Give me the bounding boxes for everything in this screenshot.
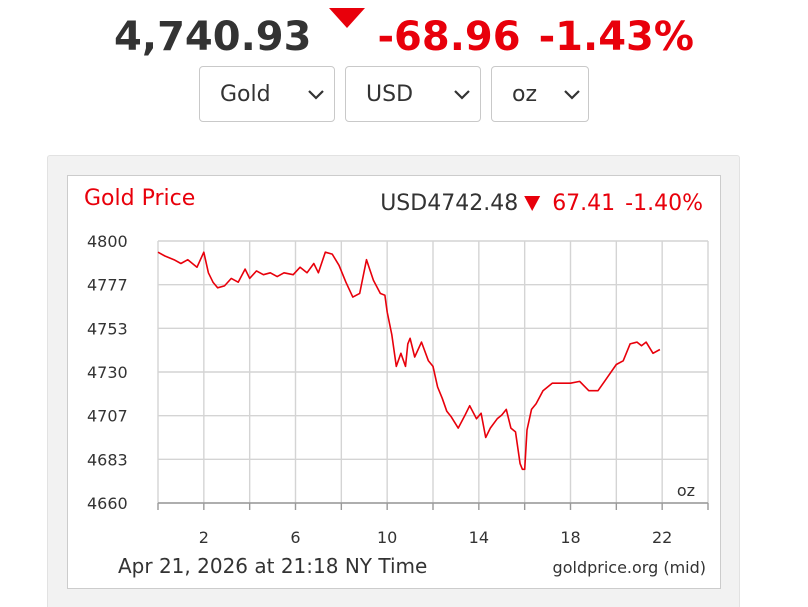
metal-select-value: Gold [220,82,271,107]
chart-change-percent: -1.40% [625,191,703,216]
series-line-gold [157,251,661,471]
chart-price: USD4742.48 [380,191,518,216]
chart-title: Gold Price [84,186,195,211]
spot-price: 4,740.93 [114,14,312,60]
chevron-down-icon [454,90,470,100]
chevron-down-icon [308,90,324,100]
chevron-down-icon [564,90,580,100]
x-tick-label: 18 [560,528,580,547]
price-change-percent: -1.43% [538,14,694,60]
headline-price-bar: 4,740.93 -68.96 -1.43% [0,8,808,60]
selector-bar: Gold USD oz [0,66,808,124]
x-tick-label: 10 [377,528,397,547]
currency-select[interactable]: USD [345,66,481,122]
currency-select-value: USD [366,82,414,107]
chart-grid [157,240,709,510]
y-tick-label: 4660 [87,494,128,513]
y-tick-label: 4683 [87,450,128,469]
metal-select[interactable]: Gold [199,66,335,122]
unit-select-value: oz [512,82,538,107]
y-tick-label: 4753 [87,319,128,338]
chart-change: 67.41 [552,191,615,216]
chart-timestamp: Apr 21, 2026 at 21:18 NY Time [118,554,427,578]
y-tick-label: 4707 [87,407,128,426]
x-tick-label: 14 [469,528,489,547]
x-tick-label: 2 [199,528,209,547]
triangle-down-icon [524,196,541,211]
triangle-down-icon [329,8,366,28]
y-tick-label: 4800 [87,232,128,251]
chart-frame [67,175,721,589]
x-tick-label: 22 [652,528,672,547]
y-tick-label: 4777 [87,276,128,295]
x-axis-ticks: 2 6 10 14 18 22 [199,528,673,547]
chart-change-group: 67.41 -1.40% [552,191,703,216]
unit-label: oz [677,481,695,500]
price-change: -68.96 [377,14,521,60]
y-tick-label: 4730 [87,363,128,382]
y-axis-ticks: 4800 4777 4753 4730 4707 4683 4660 [87,232,128,513]
unit-select[interactable]: oz [491,66,589,122]
x-tick-label: 6 [290,528,300,547]
chart-source: goldprice.org (mid) [553,558,706,577]
